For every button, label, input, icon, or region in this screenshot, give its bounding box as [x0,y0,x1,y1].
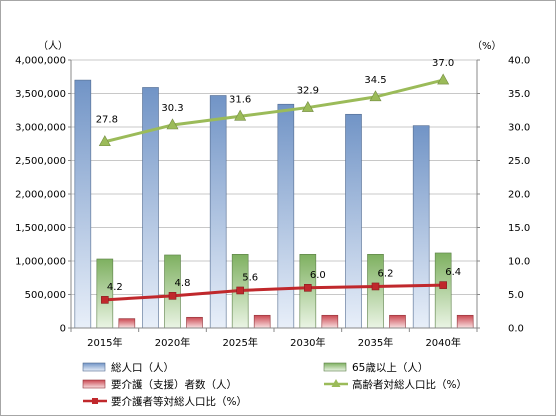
bar [277,103,295,329]
bar [345,113,362,329]
data-label: 4.2 [107,282,123,293]
data-label: 6.4 [445,267,461,278]
right-tick-label: 20.0 [508,190,530,201]
bar [164,254,181,329]
x-tick-label: 2030年 [290,336,325,349]
x-tick-label: 2020年 [155,336,190,349]
left-tick-label: 3,000,000 [15,123,66,134]
triangle-marker [234,109,247,121]
lines [98,73,450,304]
left-tick-label: 2,000,000 [15,190,66,201]
legend-swatch [82,379,106,389]
data-label: 27.8 [96,115,118,126]
bar [186,316,203,329]
data-label: 34.5 [364,75,386,86]
legend-label: 要介護（支援）者数（人） [111,378,237,391]
square-marker [439,281,447,289]
triangle-marker [301,100,314,112]
legend-swatch [82,362,106,372]
bar [412,125,430,329]
left-tick-label: 0 [60,324,66,335]
right-tick-label: 35.0 [508,89,530,100]
data-label: 6.0 [310,270,326,281]
bar [96,258,114,329]
left-tick-label: 4,000,000 [15,56,66,67]
legend-triangle-marker [331,379,341,387]
bar [456,314,474,329]
right-tick-label: 40.0 [508,56,530,67]
bar [434,252,452,329]
square-marker [168,292,177,300]
bar [118,318,136,329]
data-label: 30.3 [161,103,183,114]
data-label: 4.8 [175,278,191,289]
right-axis-unit: （%） [472,40,502,52]
legend-label: 要介護者等対総人口比（%） [111,395,247,408]
right-tick-label: 15.0 [508,223,530,234]
bar [142,87,159,329]
square-marker [101,296,109,304]
x-tick-label: 2035年 [358,336,393,349]
data-labels: 27.8 30.3 31.6 32.9 34.5 37.0 4.2 4.8 5.6 6.0 6.2 6… [96,58,461,293]
legend-swatch [323,362,347,372]
triangle-marker [369,90,382,102]
bars [74,79,474,329]
right-tick-label: 0.0 [508,324,524,335]
left-tick-label: 2,500,000 [15,156,66,167]
legend-square-marker [92,398,98,404]
data-label: 6.2 [378,268,394,279]
square-marker [236,286,244,295]
data-label: 37.0 [432,58,454,69]
bar [321,314,339,329]
data-label: 32.9 [297,86,319,97]
triangle-marker [166,118,179,130]
series-line [104,78,444,144]
legend-label: 65歳以上（人） [352,362,428,374]
right-tick-label: 5.0 [508,290,524,301]
right-tick-label: 25.0 [508,156,530,167]
left-tick-label: 1,000,000 [15,257,66,268]
bar [389,314,406,329]
legend-label: 総人口（人） [111,361,174,374]
legend-label: 高齢者対総人口比（%） [352,378,467,391]
left-tick-label: 500,000 [25,290,66,301]
left-axis-unit: （人） [38,40,68,52]
bar [367,254,384,329]
triangle-marker [98,135,111,147]
data-label: 5.6 [242,272,258,283]
axes: 0 0.0 500,000 5.0 1,000,000 10.0 1,500,000 15.0… [15,56,530,350]
square-marker [371,282,380,291]
legend: 総人口（人） 65歳以上（人） 要介護（支援）者数（人） 高齢者対総人口比（%） 要介護… [82,361,467,408]
right-tick-label: 10.0 [508,257,530,268]
bar [74,79,92,329]
square-marker [304,283,312,292]
gridlines [71,59,477,295]
x-tick-label: 2040年 [425,336,460,349]
x-tick-label: 2015年 [87,336,122,349]
left-tick-label: 1,500,000 [15,223,66,234]
right-tick-label: 30.0 [508,123,530,134]
series-line [104,283,444,302]
x-tick-label: 2025年 [222,336,257,349]
data-label: 31.6 [229,94,251,105]
bar [253,314,271,329]
triangle-marker [437,73,450,85]
left-tick-label: 3,500,000 [15,89,66,100]
